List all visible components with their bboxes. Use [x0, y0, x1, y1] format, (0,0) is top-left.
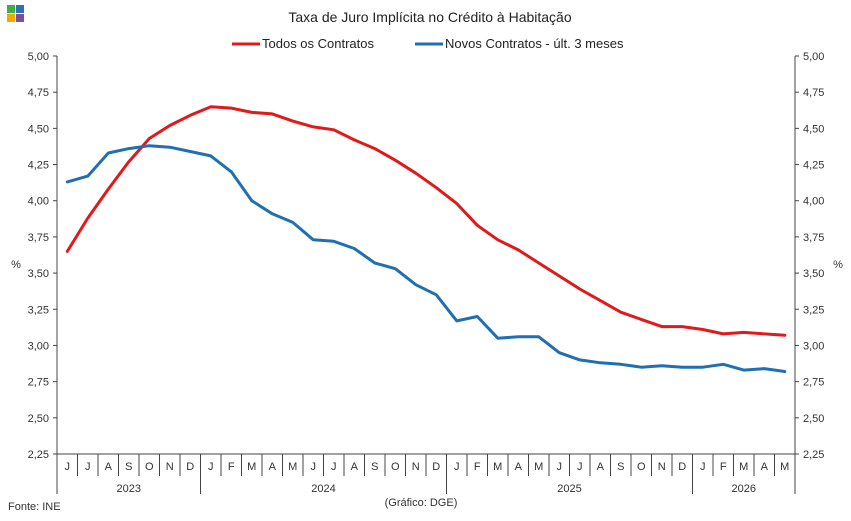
y-tick-label-right: 3,25 [803, 304, 824, 316]
y-tick-label-right: 4,25 [803, 160, 824, 172]
month-label: J [331, 461, 337, 473]
y-axis-label-left: % [11, 259, 21, 271]
y-tick-label-left: 3,50 [28, 268, 49, 280]
month-label: M [247, 461, 256, 473]
month-label: J [557, 461, 563, 473]
logo-square-4 [16, 14, 24, 22]
y-tick-label-right: 4,00 [803, 196, 824, 208]
y-tick-label-left: 2,75 [28, 377, 49, 389]
month-label: J [85, 461, 91, 473]
month-label: M [493, 461, 502, 473]
y-tick-label-left: 4,00 [28, 196, 49, 208]
month-label: A [761, 461, 769, 473]
y-tick-label-left: 2,50 [28, 413, 49, 425]
credit-note: (Gráfico: DGE) [385, 497, 458, 509]
y-tick-label-left: 5,00 [28, 51, 49, 63]
year-label: 2024 [311, 483, 335, 495]
month-label: D [432, 461, 440, 473]
month-label: S [125, 461, 132, 473]
series-line-novos-contratos [65, 144, 787, 373]
source-note: Fonte: INE [8, 501, 61, 513]
month-label: M [780, 461, 789, 473]
series-lines [65, 105, 787, 373]
month-label: A [105, 461, 113, 473]
y-tick-label-right: 3,00 [803, 340, 824, 352]
y-tick-label-left: 4,25 [28, 160, 49, 172]
y-tick-label-left: 2,25 [28, 449, 49, 461]
logo-square-3 [7, 14, 15, 22]
y-tick-label-right: 4,50 [803, 123, 824, 135]
month-label: D [186, 461, 194, 473]
month-label: O [145, 461, 154, 473]
chart-title: Taxa de Juro Implícita no Crédito à Habi… [288, 9, 571, 25]
month-label: M [534, 461, 543, 473]
month-label: A [515, 461, 523, 473]
month-label: S [617, 461, 624, 473]
y-tick-label-right: 5,00 [803, 51, 824, 63]
year-label: 2025 [557, 483, 581, 495]
month-label: J [454, 461, 460, 473]
legend-label-todos: Todos os Contratos [262, 36, 375, 51]
y-tick-label-right: 2,50 [803, 413, 824, 425]
month-label: A [269, 461, 277, 473]
month-label: O [637, 461, 646, 473]
month-label: F [720, 461, 727, 473]
y-tick-label-right: 3,50 [803, 268, 824, 280]
legend-label-novos: Novos Contratos - últ. 3 meses [445, 36, 624, 51]
month-label: D [678, 461, 686, 473]
y-tick-label-left: 4,75 [28, 87, 49, 99]
y-tick-label-right: 2,25 [803, 449, 824, 461]
month-label: A [597, 461, 605, 473]
month-label: N [658, 461, 666, 473]
y-tick-label-left: 3,25 [28, 304, 49, 316]
axes: 2,25 2,25 2,50 2,50 2,75 2,75 3,00 3,00 3,25 3,25… [28, 51, 825, 495]
y-tick-label-right: 2,75 [803, 377, 824, 389]
month-label: J [311, 461, 317, 473]
y-axis-label-right: % [833, 259, 843, 271]
month-label: S [371, 461, 378, 473]
year-label: 2023 [117, 483, 141, 495]
logo-square-2 [16, 5, 24, 13]
legend: Todos os Contratos Novos Contratos - últ… [232, 36, 624, 51]
month-label: J [700, 461, 706, 473]
y-tick-label-right: 3,75 [803, 232, 824, 244]
month-label: N [412, 461, 420, 473]
month-label: F [228, 461, 235, 473]
month-label: J [65, 461, 71, 473]
month-label: J [208, 461, 214, 473]
month-label: O [391, 461, 400, 473]
y-tick-label-left: 4,50 [28, 123, 49, 135]
year-label: 2026 [732, 483, 756, 495]
month-label: J [577, 461, 583, 473]
month-label: N [166, 461, 174, 473]
y-tick-label-left: 3,00 [28, 340, 49, 352]
y-tick-label-left: 3,75 [28, 232, 49, 244]
month-label: M [739, 461, 748, 473]
y-tick-label-right: 4,75 [803, 87, 824, 99]
logo [7, 5, 24, 22]
month-label: M [288, 461, 297, 473]
series-line-todos-os-contratos [65, 105, 787, 337]
month-label: F [474, 461, 481, 473]
logo-square-1 [7, 5, 15, 13]
month-label: A [351, 461, 359, 473]
